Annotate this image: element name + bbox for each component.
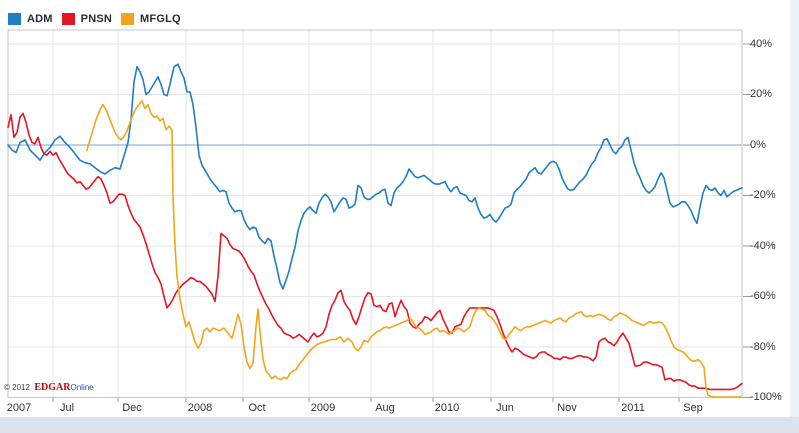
edgar-brand: EDGAR xyxy=(34,382,71,393)
x-axis-label-2007: 2007 xyxy=(6,402,32,414)
y-axis-label--40%: -40% xyxy=(750,239,776,252)
x-axis-label-Oct: Oct xyxy=(248,402,266,414)
x-axis-label-2010: 2010 xyxy=(434,402,460,414)
legend-item-adm: ADM xyxy=(8,13,53,25)
copyright-year: © 2012 xyxy=(4,383,30,392)
x-axis-label-Nov: Nov xyxy=(557,402,577,414)
series-line-pnsn xyxy=(7,112,743,391)
x-axis-label-2008: 2008 xyxy=(187,402,213,414)
series-line-adm xyxy=(7,63,743,290)
y-axis-label-0%: 0% xyxy=(750,138,766,151)
x-axis-label-Sep: Sep xyxy=(683,402,703,414)
y-axis-label-40%: 40% xyxy=(750,37,773,50)
x-axis-label-Jun: Jun xyxy=(496,402,514,414)
series-line-mfglq xyxy=(86,100,743,398)
legend-item-mfglq: MFGLQ xyxy=(121,13,181,25)
x-axis-label-2009: 2009 xyxy=(310,402,336,414)
legend-item-pnsn: PNSN xyxy=(61,13,113,25)
copyright-footer: © 2012 EDGAROnline xyxy=(4,377,94,395)
y-axis-label--20%: -20% xyxy=(750,189,776,201)
y-axis-label-20%: 20% xyxy=(750,88,773,100)
x-axis-label-2011: 2011 xyxy=(621,402,645,414)
legend-swatch-mfglq xyxy=(121,13,135,25)
legend-swatch-adm xyxy=(8,13,21,25)
right-margin-strip xyxy=(790,0,799,433)
plot-border xyxy=(7,29,743,398)
x-axis-label-Dec: Dec xyxy=(122,402,142,414)
y-axis-label--60%: -60% xyxy=(750,290,776,302)
bottom-margin-strip xyxy=(0,417,799,433)
legend-label-adm: ADM xyxy=(27,13,53,25)
x-axis-label-Jul: Jul xyxy=(59,402,75,414)
x-axis-label-Aug: Aug xyxy=(375,402,395,414)
y-axis-label--100%: -100% xyxy=(750,391,782,403)
y-axis-label--80%: -80% xyxy=(750,340,776,353)
legend-swatch-pnsn xyxy=(61,13,75,25)
legend-label-pnsn: PNSN xyxy=(80,13,113,25)
chart-legend: ADM PNSN MFGLQ xyxy=(8,12,190,26)
edgar-brand-suffix: Online xyxy=(70,383,94,392)
legend-label-mfglq: MFGLQ xyxy=(140,13,181,25)
